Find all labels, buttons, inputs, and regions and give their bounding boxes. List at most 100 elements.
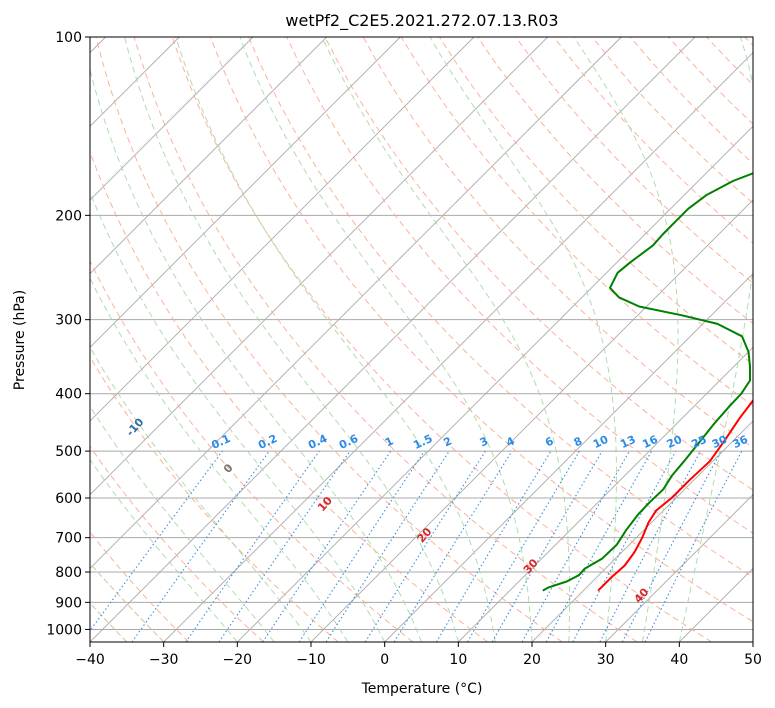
dry-adiabat [90, 531, 190, 642]
y-axis: 100 200 300 400 500 600 700 800 900 1000 [46, 30, 90, 638]
moist-adiabat [90, 277, 349, 642]
moist-adiabat [90, 458, 238, 642]
mixing-ratio-line [572, 450, 677, 642]
isotherm-line [90, 37, 696, 642]
mixing-ratio-line [467, 450, 580, 642]
isotherm-line [90, 37, 254, 201]
mixing-ratio-label: 3 [478, 434, 490, 449]
x-tick-label: 30 [597, 652, 615, 668]
y-tick-label: 800 [55, 565, 82, 581]
x-tick-label: 40 [670, 652, 688, 668]
dry-adiabat [706, 37, 753, 86]
moist-adiabat [429, 37, 617, 642]
moist-adiabat [239, 37, 533, 642]
dry-adiabat-label: 20 [415, 525, 435, 545]
y-tick-label: 900 [55, 595, 82, 611]
mixing-ratio-label: 8 [572, 434, 584, 449]
moist-adiabat [90, 67, 422, 642]
line-annotations: 0.10.20.40.611.52346810131620253036-100-… [124, 415, 751, 605]
moist-adiabat [90, 190, 386, 642]
y-axis-label: Pressure (hPa) [12, 290, 28, 390]
y-tick-label: 200 [55, 208, 82, 224]
mixing-ratio-line [131, 450, 270, 642]
isotherm-line [90, 37, 622, 569]
dry-adiabat [744, 37, 753, 47]
mixing-ratio-line [262, 450, 392, 642]
x-tick-label: 50 [744, 652, 762, 668]
moist-adiabat [90, 405, 275, 642]
mixing-ratio-line [325, 450, 450, 642]
x-tick-label: −20 [223, 652, 253, 668]
mixing-ratio-label: 0.1 [209, 432, 232, 452]
y-tick-label: 500 [55, 444, 82, 460]
mixing-ratio-line [185, 450, 320, 642]
isotherm-line [90, 37, 475, 422]
mixing-ratio-line [521, 450, 630, 642]
dewpoint-line [542, 172, 753, 592]
temperature-line [597, 398, 753, 592]
dry-adiabat-label: 30 [521, 556, 541, 576]
isotherm-line [384, 273, 753, 642]
x-tick-label: 10 [449, 652, 467, 668]
moist-adiabat [573, 37, 679, 642]
isotherm-line [679, 567, 753, 642]
x-axis-label: Temperature (°C) [361, 681, 483, 697]
dry-adiabat [286, 37, 753, 534]
dry-adiabat [133, 37, 638, 642]
mixing-ratio-label: 10 [591, 433, 611, 451]
isotherm-line [90, 37, 401, 348]
moist-adiabat [175, 37, 496, 642]
isotherm-line [90, 37, 548, 496]
y-tick-label: 400 [55, 387, 82, 403]
mixing-ratio-lines [90, 450, 743, 642]
dry-adiabat [515, 37, 753, 284]
mixing-ratio-label: 1 [383, 434, 395, 449]
y-tick-label: 1000 [46, 622, 82, 638]
mixing-ratio-label: 0.2 [256, 432, 279, 452]
mixing-ratio-line [435, 450, 552, 642]
mixing-ratio-line [644, 450, 743, 642]
moist-adiabat [90, 346, 312, 642]
x-tick-label: −30 [149, 652, 179, 668]
x-tick-label: −10 [296, 652, 326, 668]
mixing-ratio-label: 16 [640, 433, 660, 451]
mixing-ratio-line [364, 450, 486, 642]
isotherm-grid [90, 37, 753, 642]
dry-adiabat [171, 37, 712, 642]
dry-adiabat [90, 259, 414, 642]
plot-frame [89, 36, 754, 643]
mixing-ratio-line [90, 450, 223, 632]
y-tick-label: 700 [55, 531, 82, 547]
mixing-ratio-line [218, 450, 351, 642]
dry-adiabat [248, 37, 753, 578]
dry-adiabat [553, 37, 753, 244]
mixing-ratio-line [545, 450, 653, 642]
dry-adiabat-label: 0 [221, 461, 236, 476]
x-axis: −40 −30 −20 −10 0 10 20 30 40 50 [75, 642, 762, 668]
chart-title: wetPf2_C2E5.2021.272.07.13.R03 [285, 11, 558, 31]
profile-lines [542, 172, 753, 592]
mixing-ratio-line [393, 450, 513, 642]
dry-adiabat-label: -10 [124, 415, 147, 439]
mixing-ratio-label: 36 [731, 433, 751, 451]
moist-adiabat [124, 37, 459, 642]
moist-adiabat [321, 37, 571, 642]
y-tick-label: 100 [55, 30, 82, 46]
isotherm-line [310, 199, 753, 642]
dry-adiabat [668, 37, 753, 125]
mixing-ratio-line [298, 450, 425, 642]
dry-adiabat [90, 150, 488, 642]
mixing-ratio-label: 1.5 [411, 432, 434, 452]
dry-adiabat [324, 37, 753, 491]
dry-adiabat [591, 37, 753, 204]
mixing-ratio-label: 0.4 [306, 432, 329, 452]
reference-curve [90, 562, 165, 642]
dry-adiabat-lines [90, 37, 753, 642]
mixing-ratio-label: 30 [710, 433, 730, 451]
dry-adiabat [90, 356, 339, 642]
mixing-ratio-label: 20 [665, 433, 685, 451]
x-tick-label: −40 [75, 652, 105, 668]
isotherm-line [752, 641, 753, 642]
x-tick-label: 0 [380, 652, 389, 668]
